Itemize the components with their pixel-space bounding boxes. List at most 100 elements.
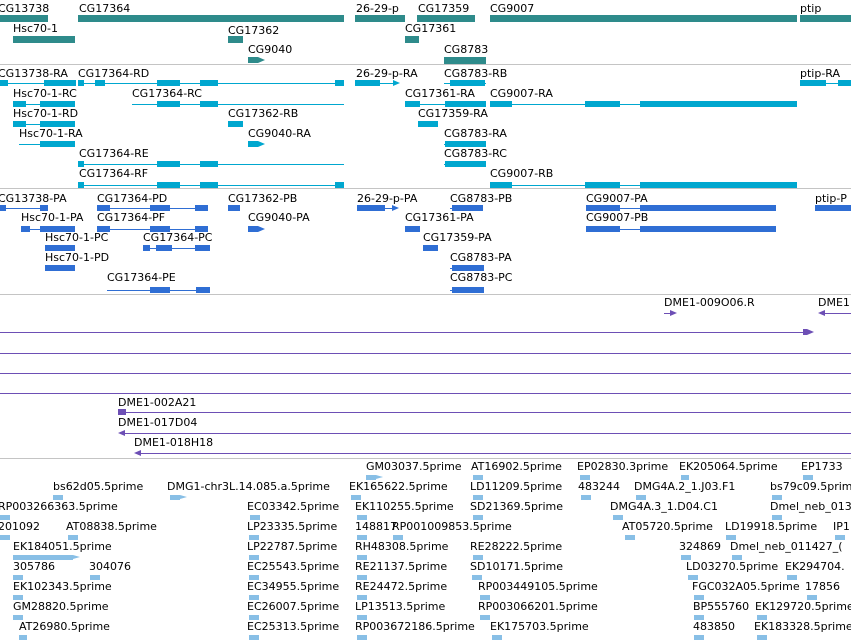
feature-label-ek294704[interactable]: EK294704. [785,560,845,573]
feature-label-hsc70-1-pd[interactable]: Hsc70-1-PD [45,251,110,264]
feature-label-cg17364-rf[interactable]: CG17364-RF [79,167,149,180]
feature-label-ip1[interactable]: IP1 [833,520,850,533]
feature-label-26-29-p-ra[interactable]: 26-29-p-RA [356,67,418,80]
feature-label-305786[interactable]: 305786 [13,560,55,573]
feature-label-ptip[interactable]: ptip [800,2,822,15]
feature-label-ek205064-5prime[interactable]: EK205064.5prime [679,460,778,473]
feature-label-re24472-5prime[interactable]: RE24472.5prime [355,580,448,593]
feature-label-sd21369-5prime[interactable]: SD21369.5prime [470,500,563,513]
feature-label-cg8783[interactable]: CG8783 [444,43,489,56]
feature-label-rp003672186-5prime[interactable]: RP003672186.5prime [355,620,475,633]
feature-label-cg17359[interactable]: CG17359 [418,2,470,15]
feature-label-ek184051-5prime[interactable]: EK184051.5prime [13,540,112,553]
feature-label-dme1[interactable]: DME1 [818,296,850,309]
feature-label-cg13738-pa[interactable]: CG13738-PA [0,192,67,205]
feature-label-17856[interactable]: 17856 [805,580,840,593]
feature-label-cg8783-rb[interactable]: CG8783-RB [444,67,508,80]
feature-label-cg13738[interactable]: CG13738 [0,2,50,15]
feature-label-cg9007-pb[interactable]: CG9007-PB [586,211,649,224]
feature-label-lp22787-5prime[interactable]: LP22787.5prime [247,540,338,553]
feature-label-hsc70-1-pa[interactable]: Hsc70-1-PA [21,211,84,224]
feature-label-gm28820-5prime[interactable]: GM28820.5prime [13,600,109,613]
feature-label-cg9040[interactable]: CG9040 [248,43,293,56]
feature-label-cg17359-ra[interactable]: CG17359-RA [418,107,488,120]
feature-label-dme1-002a21[interactable]: DME1-002A21 [118,396,197,409]
feature-label-ld11209-5prime[interactable]: LD11209.5prime [470,480,563,493]
feature-label-at16902-5prime[interactable]: AT16902.5prime [471,460,562,473]
feature-label-ek129720-5prime[interactable]: EK129720.5prime [755,600,851,613]
feature-label-bs79c09-5prime[interactable]: bs79c09.5prime [770,480,851,493]
feature-label-cg9040-ra[interactable]: CG9040-RA [248,127,311,140]
feature-label-ec03342-5prime[interactable]: EC03342.5prime [247,500,340,513]
feature-label-re21137-5prime[interactable]: RE21137.5prime [355,560,448,573]
feature-label-ptip-ra[interactable]: ptip-RA [800,67,841,80]
feature-label-cg17364-pc[interactable]: CG17364-PC [143,231,213,244]
feature-label-cg8783-pa[interactable]: CG8783-PA [450,251,512,264]
feature-label-cg9040-pa[interactable]: CG9040-PA [248,211,310,224]
feature-label-304076[interactable]: 304076 [89,560,131,573]
feature-label-dme1-017d04[interactable]: DME1-017D04 [118,416,198,429]
feature-label-dmg4a-2-1-j03-f1[interactable]: DMG4A.2_1.J03.F1 [634,480,736,493]
feature-label-rp003449105-5prime[interactable]: RP003449105.5prime [478,580,598,593]
feature-label-324869[interactable]: 324869 [679,540,721,553]
feature-label-cg17361-pa[interactable]: CG17361-PA [405,211,474,224]
feature-label-hsc70-1-ra[interactable]: Hsc70-1-RA [19,127,83,140]
feature-label-sd10171-5prime[interactable]: SD10171.5prime [470,560,563,573]
feature-label-dmg4a-3-1-d04-c1[interactable]: DMG4A.3_1.D04.C1 [610,500,718,513]
feature-label-cg17364-rc[interactable]: CG17364-RC [132,87,202,100]
feature-label-lp23335-5prime[interactable]: LP23335.5prime [247,520,338,533]
feature-label-rp001009853-5prime[interactable]: RP001009853.5prime [392,520,512,533]
feature-label-dme1-009o06-r[interactable]: DME1-009O06.R [664,296,755,309]
feature-label-26-29-p[interactable]: 26-29-p [356,2,399,15]
feature-label-dmel-neb-011427[interactable]: Dmel_neb_011427_( [730,540,843,553]
feature-label-cg17364-pd[interactable]: CG17364-PD [97,192,168,205]
feature-label-ec25313-5prime[interactable]: EC25313.5prime [247,620,340,633]
feature-label-rh48308-5prime[interactable]: RH48308.5prime [355,540,449,553]
feature-label-hsc70-1-pc[interactable]: Hsc70-1-PC [45,231,109,244]
feature-label-dmel-neb-013252[interactable]: Dmel_neb_013252_( [770,500,851,513]
feature-label-ec26007-5prime[interactable]: EC26007.5prime [247,600,340,613]
feature-label-at08838-5prime[interactable]: AT08838.5prime [66,520,157,533]
feature-label-cg8783-ra[interactable]: CG8783-RA [444,127,507,140]
feature-label-cg17361[interactable]: CG17361 [405,22,457,35]
feature-label-cg17364-re[interactable]: CG17364-RE [79,147,149,160]
feature-label-483850[interactable]: 483850 [693,620,735,633]
feature-label-dmg1-chr3l-14-085-a-5prime[interactable]: DMG1-chr3L.14.085.a.5prime [167,480,330,493]
feature-label-cg17362-pb[interactable]: CG17362-PB [228,192,298,205]
feature-label-hsc70-1-rd[interactable]: Hsc70-1-RD [13,107,79,120]
feature-label-cg17364-rd[interactable]: CG17364-RD [78,67,150,80]
feature-label-ec25543-5prime[interactable]: EC25543.5prime [247,560,340,573]
feature-label-ek102343-5prime[interactable]: EK102343.5prime [13,580,112,593]
feature-label-cg13738-ra[interactable]: CG13738-RA [0,67,68,80]
feature-label-cg17364-pe[interactable]: CG17364-PE [107,271,176,284]
feature-label-ek165622-5prime[interactable]: EK165622.5prime [349,480,448,493]
feature-label-cg17359-pa[interactable]: CG17359-PA [423,231,492,244]
feature-label-cg9007-ra[interactable]: CG9007-RA [490,87,553,100]
feature-label-ld19918-5prime[interactable]: LD19918.5prime [725,520,818,533]
feature-label-cg17364[interactable]: CG17364 [79,2,131,15]
feature-label-at26980-5prime[interactable]: AT26980.5prime [19,620,110,633]
feature-label-rp003066201-5prime[interactable]: RP003066201.5prime [478,600,598,613]
feature-label-lp13513-5prime[interactable]: LP13513.5prime [355,600,446,613]
feature-label-cg8783-pc[interactable]: CG8783-PC [450,271,513,284]
feature-label-ek110255-5prime[interactable]: EK110255.5prime [355,500,454,513]
feature-label-cg8783-pb[interactable]: CG8783-PB [450,192,513,205]
feature-label-gm03037-5prime[interactable]: GM03037.5prime [366,460,462,473]
feature-label-cg8783-rc[interactable]: CG8783-RC [444,147,507,160]
feature-label-ec34955-5prime[interactable]: EC34955.5prime [247,580,340,593]
feature-label-ek175703-5prime[interactable]: EK175703.5prime [490,620,589,633]
feature-label-ek183328-5prime[interactable]: EK183328.5prime [754,620,851,633]
feature-label-at05720-5prime[interactable]: AT05720.5prime [622,520,713,533]
feature-label-hsc70-1[interactable]: Hsc70-1 [13,22,59,35]
feature-label-rp003266363-5prime[interactable]: RP003266363.5prime [0,500,118,513]
feature-label-cg17362-rb[interactable]: CG17362-RB [228,107,299,120]
feature-label-483244[interactable]: 483244 [578,480,620,493]
feature-label-hsc70-1-rc[interactable]: Hsc70-1-RC [13,87,77,100]
feature-label-ld03270-5prime[interactable]: LD03270.5prime [686,560,779,573]
feature-label-148817[interactable]: 148817 [355,520,397,533]
feature-label-cg17364-pf[interactable]: CG17364-PF [97,211,166,224]
feature-label-ep02830-3prime[interactable]: EP02830.3prime [577,460,669,473]
feature-label-201092[interactable]: 201092 [0,520,40,533]
feature-label-cg9007-pa[interactable]: CG9007-PA [586,192,648,205]
feature-label-cg17361-ra[interactable]: CG17361-RA [405,87,475,100]
